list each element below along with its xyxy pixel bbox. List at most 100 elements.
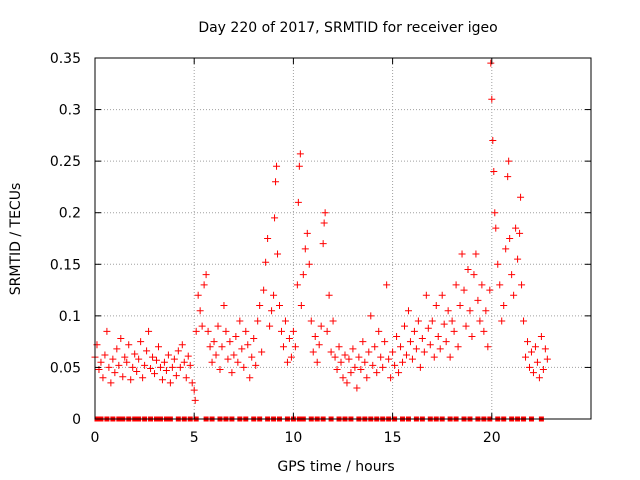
data-point [406,338,414,346]
data-point [242,327,250,335]
data-point [194,291,202,299]
data-point [250,335,258,343]
data-point [311,332,319,340]
data-point [260,286,268,294]
x-tick-label: 15 [384,430,402,446]
data-point [424,324,432,332]
data-point [470,271,478,279]
data-point [236,317,244,325]
data-point [476,317,484,325]
data-point [307,317,315,325]
data-point [182,374,190,382]
data-point [143,347,151,355]
data-point [119,373,127,381]
data-point [367,312,375,320]
data-point [248,353,256,361]
data-point [160,358,168,366]
data-point [256,302,264,310]
y-tick-label: 0.35 [50,51,81,67]
data-point [151,370,159,378]
data-point [494,260,502,268]
data-point [541,345,549,353]
data-point [337,358,345,366]
data-point [468,332,476,340]
data-point [216,365,224,373]
data-point [349,345,357,353]
data-point [137,338,145,346]
data-point [498,317,506,325]
data-point [522,353,530,361]
data-point [210,338,218,346]
data-point [381,338,389,346]
y-tick-label: 0.05 [50,360,81,376]
data-point [123,358,131,366]
data-point [393,332,401,340]
data-point [133,368,141,376]
data-point [357,365,365,373]
data-point [258,348,266,356]
data-point [291,343,299,351]
data-point [139,374,147,382]
data-point [450,327,458,335]
data-point [408,355,416,363]
data-point [432,302,440,310]
data-point [230,351,238,359]
data-point [399,358,407,366]
data-point [188,379,196,387]
data-point [518,281,526,289]
data-point [448,317,456,325]
data-point [273,162,281,170]
data-point [456,302,464,310]
data-point [206,343,214,351]
data-point [531,343,539,351]
y-tick-label: 0 [72,412,81,428]
data-point [418,335,426,343]
data-point [214,322,222,330]
data-point [293,281,301,289]
data-point [365,348,373,356]
data-point [395,369,403,377]
data-point [486,286,494,294]
data-point [343,379,351,387]
data-point [351,363,359,371]
data-point [397,343,405,351]
data-point [385,355,393,363]
data-point [274,250,282,258]
data-point [115,361,123,369]
data-point [323,327,331,335]
data-point [228,369,236,377]
data-point [111,369,119,377]
data-point [327,348,335,356]
data-point [525,363,533,371]
data-point [490,167,498,175]
data-point [464,265,472,273]
y-tick-label: 0.3 [59,103,81,119]
data-point [347,369,355,377]
data-point [208,358,216,366]
data-point [264,235,272,242]
data-point [488,95,496,103]
data-point [172,372,180,380]
data-point [410,327,418,335]
data-point [412,345,420,353]
x-axis-label: GPS time / hours [277,459,394,475]
data-point [355,353,363,361]
data-point [103,327,111,335]
data-point [533,358,541,366]
data-point [512,224,520,232]
data-point [192,327,200,335]
data-point [375,327,383,335]
y-tick-label: 0.25 [50,154,81,170]
data-point [389,348,397,356]
data-point [198,322,206,330]
data-point [101,351,109,359]
data-point [442,338,450,346]
data-point [466,307,474,315]
data-point [452,281,460,289]
data-point [315,341,323,349]
data-point [176,363,184,371]
data-point [141,361,149,369]
data-point [168,363,176,371]
data-point [361,358,369,366]
data-point [244,341,252,349]
